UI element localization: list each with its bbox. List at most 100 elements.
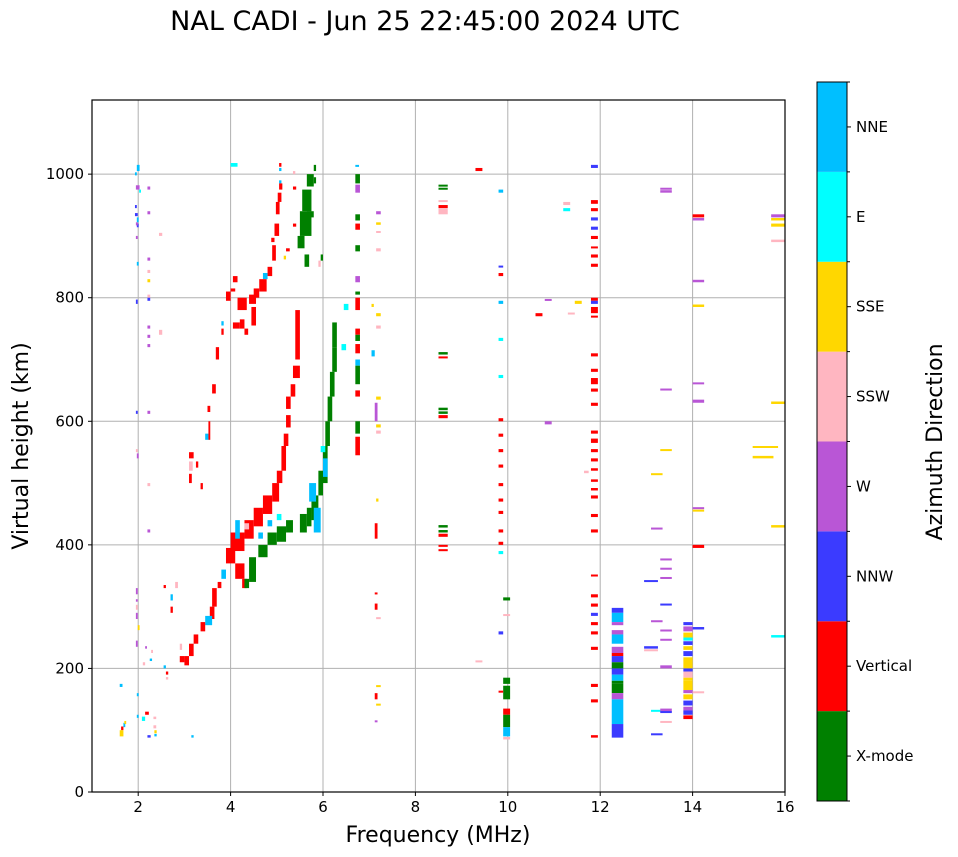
x-tick-label: 10 [498, 798, 517, 816]
echo-mark [147, 529, 151, 533]
echo-mark [279, 163, 282, 167]
echo-mark [475, 660, 483, 663]
echo-mark [274, 223, 280, 236]
echo-mark [438, 184, 448, 187]
echo-mark [567, 312, 575, 315]
echo-mark [660, 603, 672, 606]
echo-mark [145, 646, 147, 649]
echo-mark [683, 668, 693, 672]
echo-mark [584, 470, 589, 474]
echo-mark [142, 662, 146, 666]
echo-mark [355, 223, 360, 230]
echo-mark [498, 265, 504, 268]
echo-mark [611, 652, 624, 657]
echo-mark [135, 410, 138, 414]
echo-mark [651, 473, 663, 476]
echo-mark [258, 532, 263, 539]
echo-mark [235, 563, 245, 579]
echo-mark [191, 735, 194, 738]
echo-mark [341, 344, 347, 351]
echo-mark [267, 532, 277, 545]
colorbar-label: Azimuth Direction [923, 343, 948, 540]
echo-mark [179, 643, 183, 650]
echo-mark [249, 557, 257, 582]
echo-mark [121, 726, 124, 731]
echo-mark [281, 446, 287, 471]
echo-mark [611, 668, 624, 675]
echo-mark [692, 507, 705, 510]
echo-mark [189, 473, 192, 484]
echo-mark [590, 430, 598, 434]
echo-mark [498, 464, 504, 468]
x-tick-label: 12 [591, 798, 610, 816]
echo-mark [267, 520, 273, 527]
echo-mark [498, 483, 504, 487]
echo-mark [590, 488, 598, 491]
echo-mark [683, 657, 693, 669]
echo-mark [134, 213, 138, 217]
echo-mark [376, 498, 379, 502]
echo-mark [498, 541, 504, 545]
echo-mark [276, 470, 283, 484]
echo-mark [147, 410, 151, 414]
echo-mark [438, 533, 448, 537]
echo-mark [272, 483, 280, 502]
echo-mark [692, 544, 705, 548]
echo-mark [232, 276, 238, 283]
echo-mark [376, 685, 381, 688]
echo-mark [544, 421, 552, 425]
colorbar-label-nnw: NNW [856, 567, 893, 585]
echo-mark [258, 544, 268, 558]
echo-mark [141, 716, 146, 721]
echo-mark [590, 315, 598, 318]
chart-title: NAL CADI - Jun 25 22:45:00 2024 UTC [170, 6, 680, 37]
echo-mark [644, 649, 658, 652]
echo-mark [134, 205, 137, 209]
echo-mark [498, 498, 504, 502]
echo-mark [262, 273, 268, 280]
echo-mark [147, 269, 151, 273]
echo-mark [498, 189, 504, 193]
echo-mark [147, 257, 151, 261]
echo-mark [189, 452, 194, 459]
echo-mark [683, 715, 693, 720]
y-tick-label: 1000 [46, 165, 84, 183]
echo-mark [503, 708, 511, 715]
echo-mark [275, 201, 280, 215]
echo-mark [149, 658, 153, 662]
echo-mark [590, 513, 598, 518]
y-axis-ticks: 0 200 400 600 800 1000 [46, 165, 92, 801]
echo-mark [498, 374, 504, 379]
echo-mark [498, 529, 504, 533]
x-tick-label: 16 [775, 798, 794, 816]
echo-mark [692, 691, 705, 694]
echo-mark [611, 607, 624, 613]
echo-mark [660, 720, 672, 723]
echo-mark [498, 300, 504, 304]
echo-mark [611, 634, 624, 644]
echo-mark [438, 411, 448, 414]
echo-mark [438, 356, 448, 359]
echo-mark [170, 594, 173, 601]
echo-mark [590, 164, 598, 168]
echo-mark [590, 449, 598, 453]
echo-mark [590, 300, 598, 304]
echo-mark [752, 446, 779, 448]
echo-mark [286, 520, 293, 533]
echo-mark [498, 449, 504, 453]
echo-mark [376, 248, 381, 252]
echo-mark [374, 720, 378, 723]
echo-mark [279, 167, 282, 172]
echo-mark [611, 699, 624, 706]
echo-mark [376, 396, 381, 400]
echo-mark [683, 641, 693, 645]
echo-mark [590, 353, 598, 357]
echo-mark [299, 211, 312, 236]
echo-mark [371, 350, 375, 357]
echo-mark [147, 297, 151, 301]
echo-mark [498, 690, 504, 693]
y-tick-label: 400 [55, 536, 84, 554]
echo-mark [590, 388, 598, 392]
grid-lines [92, 100, 785, 792]
echo-mark [184, 656, 190, 666]
